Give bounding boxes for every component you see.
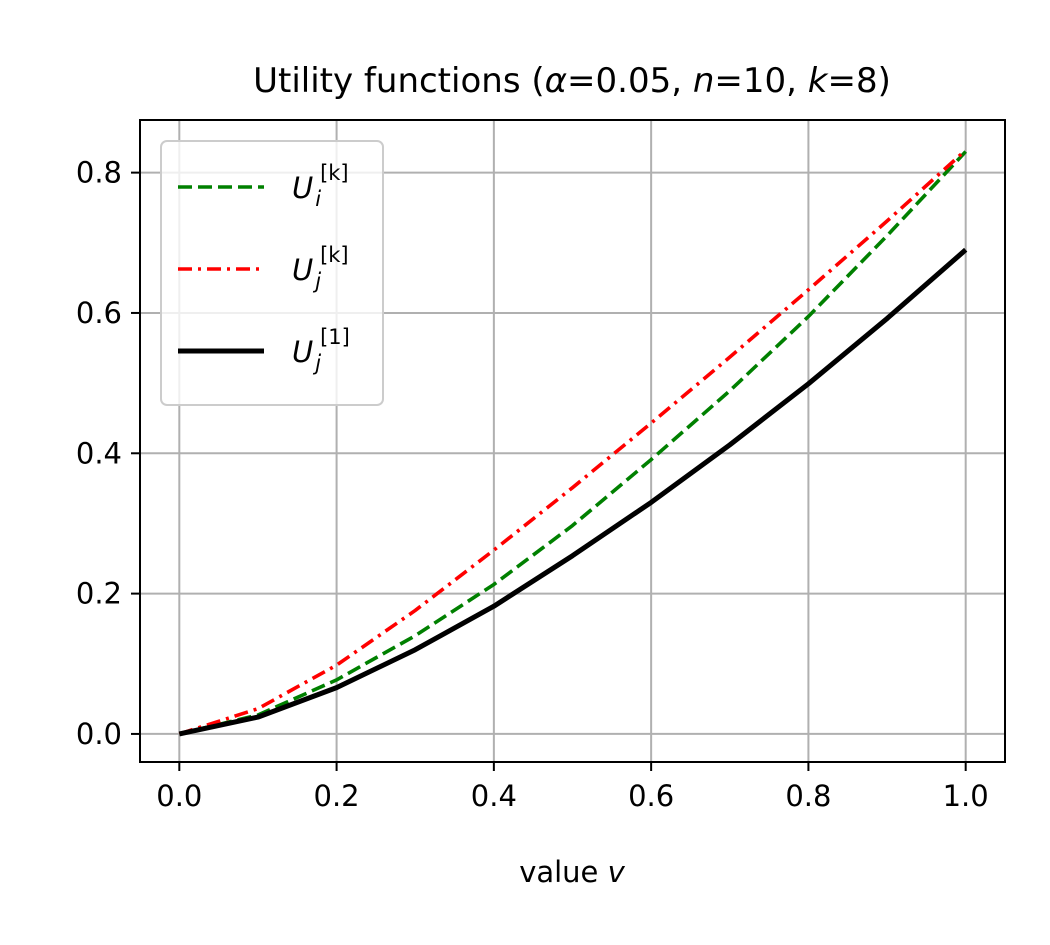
- legend-box: [160, 140, 384, 406]
- x-tick-label: 0.4: [471, 779, 517, 813]
- x-axis-label: value v: [519, 855, 625, 889]
- legend-label-3: Uj[1]: [292, 325, 350, 375]
- grid: [140, 120, 1005, 762]
- x-tick-label: 0.0: [156, 779, 202, 813]
- ticks: 0.0 0.2 0.4 0.6 0.8 1.0 0.0 0.2 0.4 0.6 0.8: [76, 156, 989, 813]
- y-tick-label: 0.4: [76, 436, 122, 470]
- x-tick-label: 0.8: [785, 779, 831, 813]
- y-tick-label: 0.2: [76, 577, 122, 611]
- series-line-3: [178, 247, 968, 737]
- legend: Ui[k] Uj[k] Uj[1]: [160, 140, 384, 406]
- series-line-1: [178, 150, 967, 736]
- chart-title: Utility functions (α=0.05, n=10, k=8): [253, 61, 891, 101]
- y-tick-label: 0.6: [76, 296, 122, 330]
- series-line-2: [178, 148, 967, 736]
- x-tick-label: 1.0: [943, 779, 989, 813]
- legend-label-1: Ui[k]: [292, 161, 349, 211]
- x-tick-label: 0.6: [628, 779, 674, 813]
- x-tick-label: 0.2: [314, 779, 360, 813]
- legend-label-2: Uj[k]: [292, 243, 349, 293]
- series-layer: [178, 148, 968, 737]
- y-tick-label: 0.8: [76, 156, 122, 190]
- y-tick-label: 0.0: [76, 717, 122, 751]
- plot-frame: [139, 119, 1006, 763]
